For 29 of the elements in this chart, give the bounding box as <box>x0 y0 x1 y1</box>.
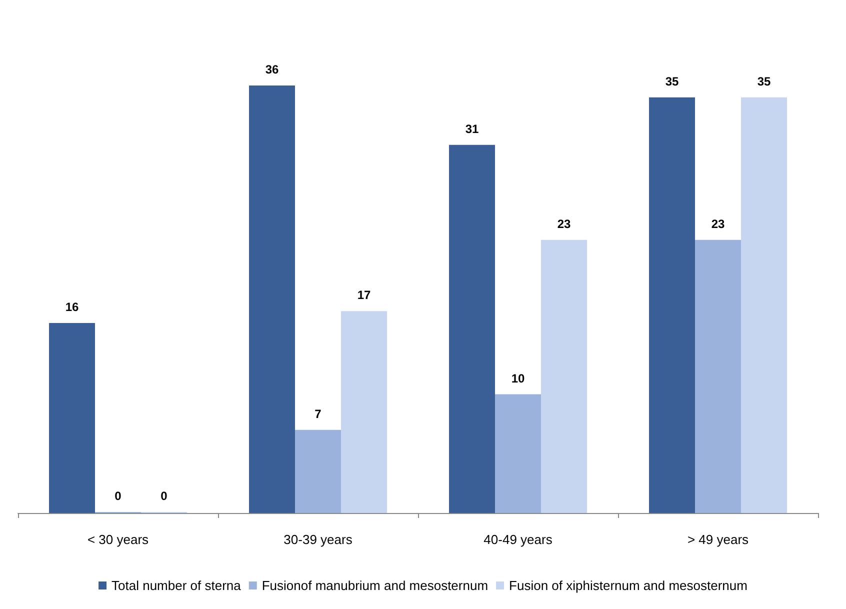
legend-label: Total number of sterna <box>112 578 242 593</box>
bar <box>449 144 495 513</box>
legend-label: Fusion of xiphisternum and mesosternum <box>509 578 748 593</box>
data-label: 7 <box>314 406 322 421</box>
data-label: 36 <box>265 62 279 76</box>
data-label: 17 <box>357 288 371 302</box>
data-label: 0 <box>160 489 168 503</box>
data-label: 31 <box>465 122 479 136</box>
bar <box>495 394 541 513</box>
x-tick-label: 40-49 years <box>484 532 553 547</box>
bar <box>741 97 787 513</box>
x-tick-label: > 49 years <box>687 532 750 547</box>
bar <box>249 86 295 513</box>
bar <box>341 311 387 513</box>
data-label: 16 <box>65 300 79 314</box>
data-label: 35 <box>665 74 679 88</box>
x-tick-label: 30-39 years <box>284 532 353 547</box>
legend-label: Fusionof manubrium and mesosternum <box>262 578 488 593</box>
bar <box>695 240 741 513</box>
data-label: 35 <box>757 74 771 88</box>
x-tick-label: < 30 years <box>87 532 150 547</box>
bar <box>649 97 695 513</box>
bar <box>295 430 341 513</box>
data-label: 0 <box>114 489 122 503</box>
bar <box>49 323 95 513</box>
bar <box>541 240 587 513</box>
data-label: 23 <box>711 216 725 231</box>
data-label: 23 <box>557 216 571 231</box>
data-label: 10 <box>511 371 525 386</box>
